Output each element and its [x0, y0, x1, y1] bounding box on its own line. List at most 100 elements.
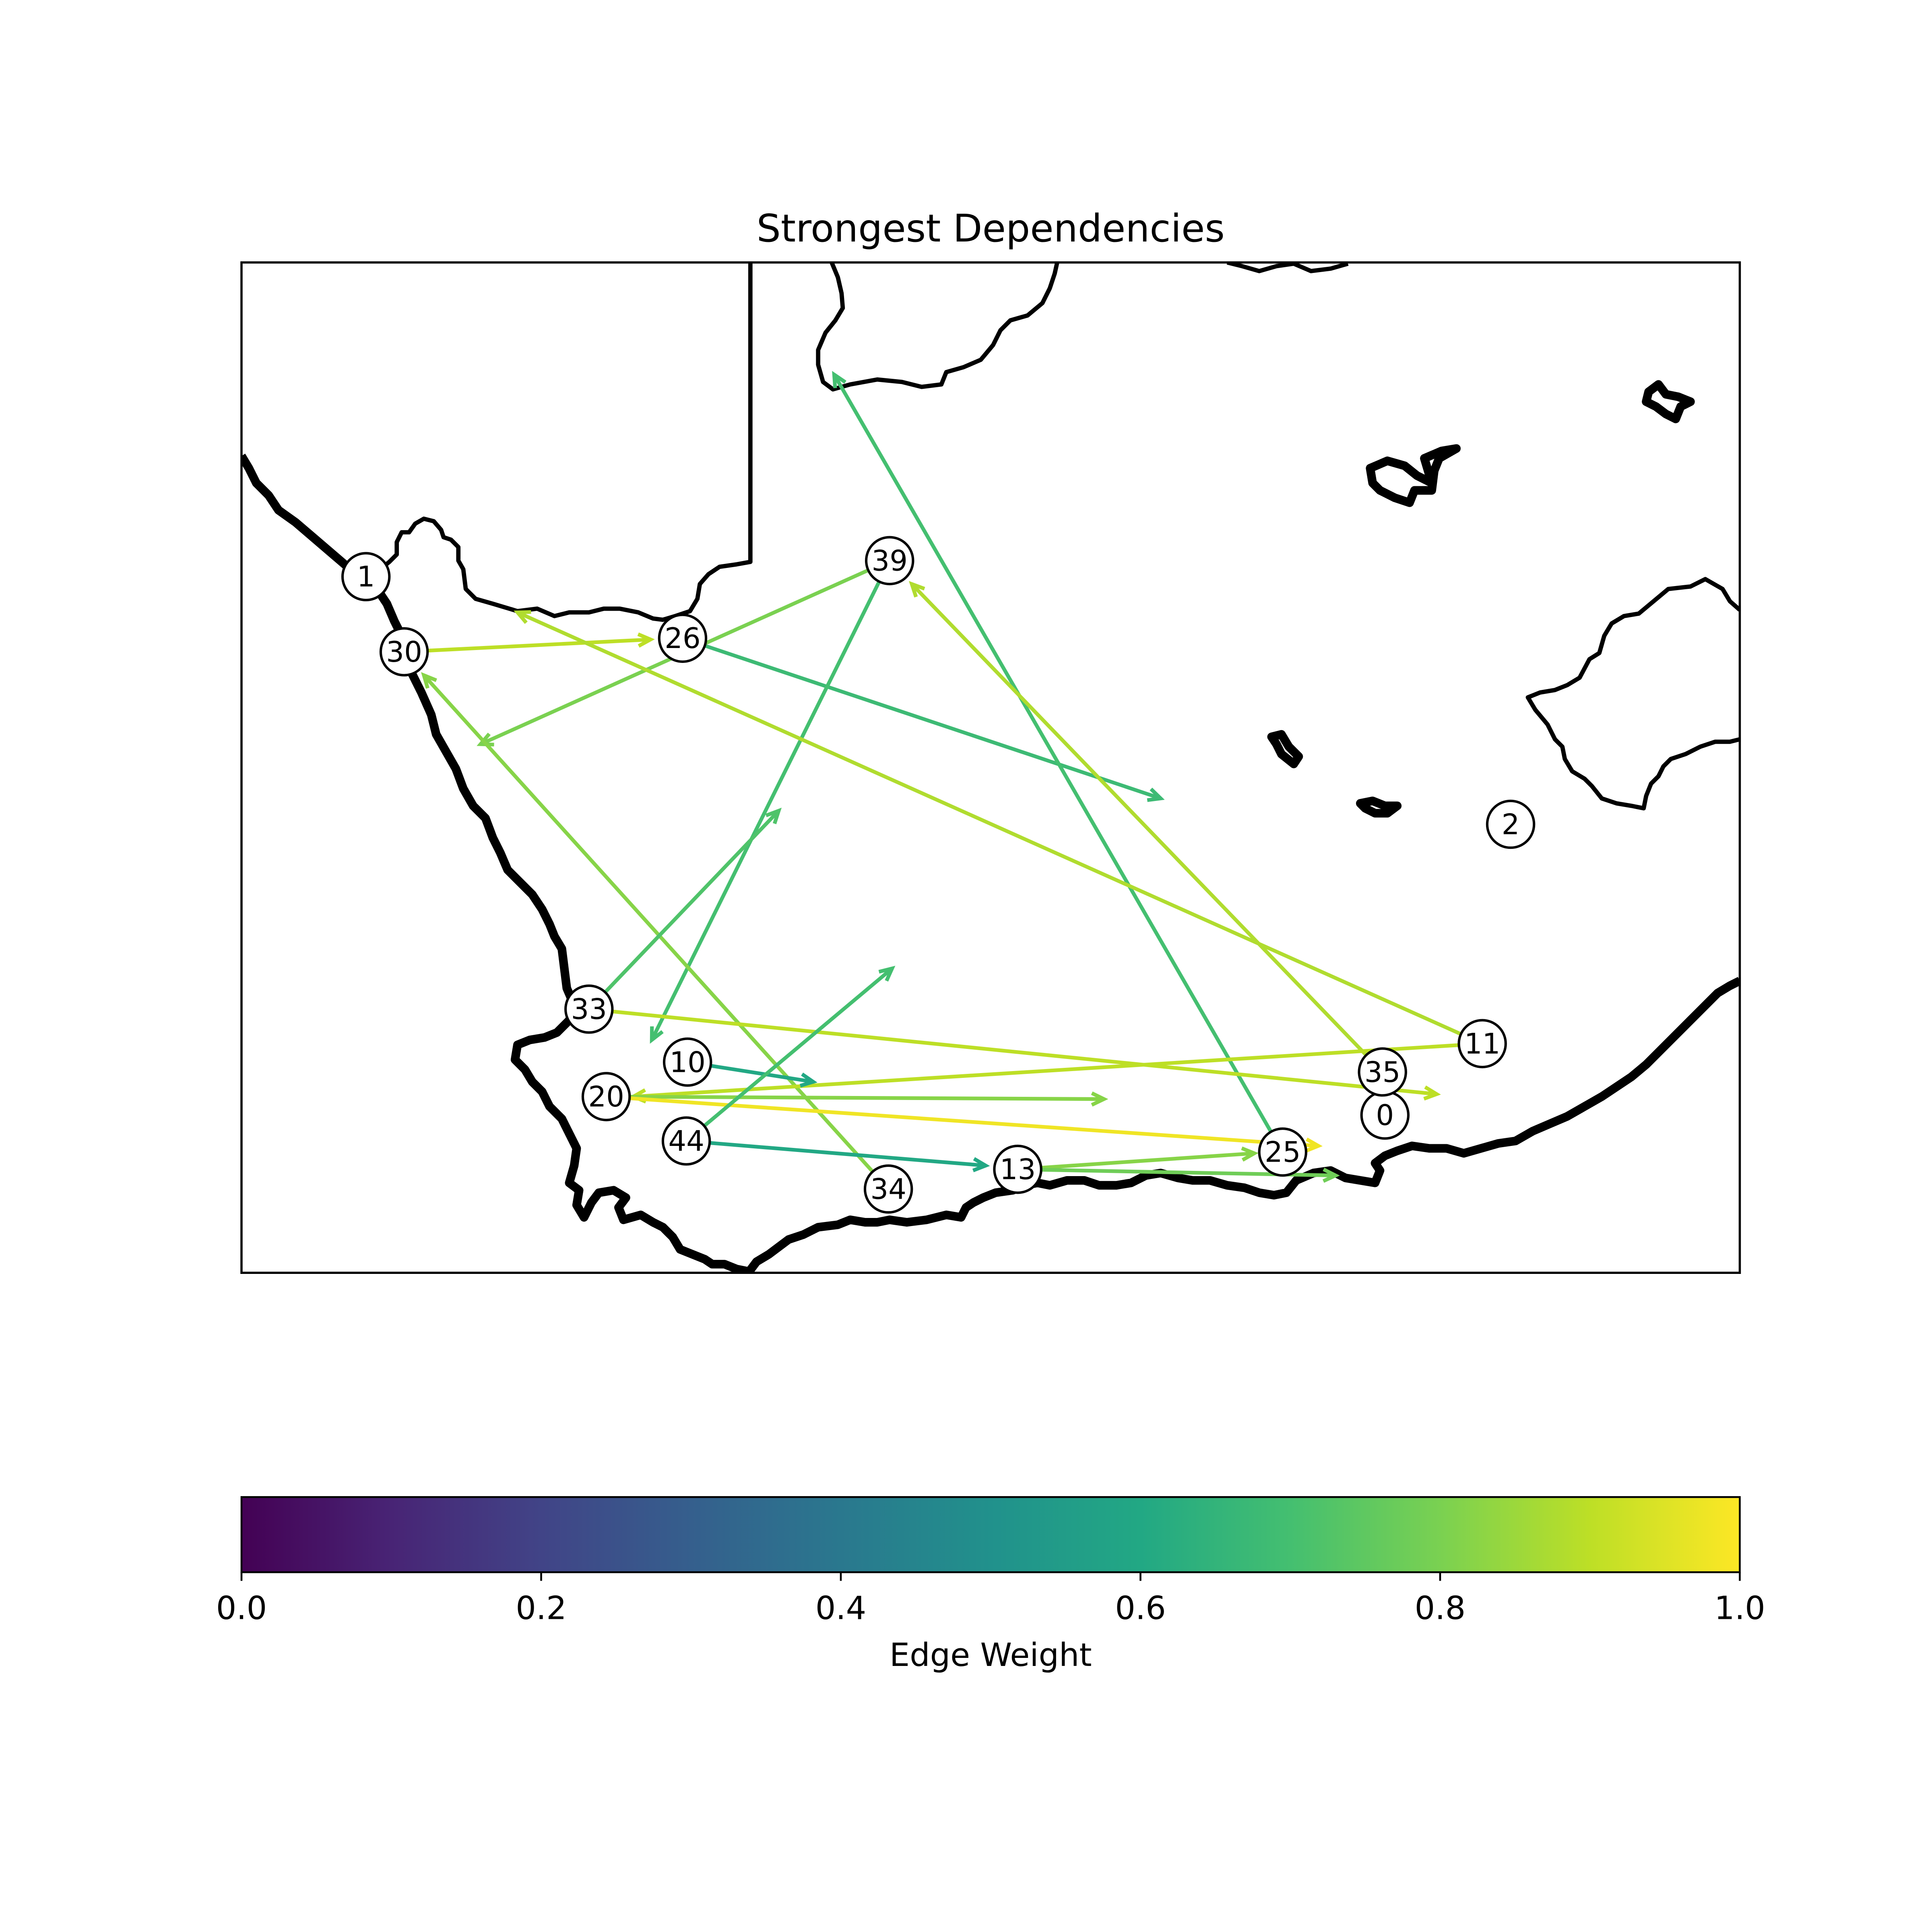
node-26: 26 — [658, 613, 708, 663]
map-frame — [240, 261, 1741, 1274]
coastline — [242, 454, 1740, 1273]
edge-line — [703, 967, 894, 1127]
node-2: 2 — [1486, 799, 1536, 849]
edge-arrowhead — [1423, 1085, 1441, 1101]
colorbar-ticks: 0.0 0.2 0.4 0.6 0.8 1.0 — [216, 1572, 1765, 1627]
node-label: 26 — [665, 622, 701, 655]
edge-line — [422, 674, 874, 1173]
edge-44-off-map — [703, 966, 896, 1127]
node-label: 1 — [357, 560, 375, 593]
map-area — [242, 262, 1740, 1273]
node-label: 11 — [1464, 1027, 1501, 1060]
colorbar-gradient — [240, 1496, 1741, 1573]
edge-arrowhead — [832, 371, 846, 388]
edge-arrowhead — [514, 610, 531, 624]
node-circle — [564, 984, 614, 1034]
node-label: 35 — [1364, 1056, 1401, 1089]
node-circle — [1358, 1047, 1407, 1097]
colorbar-tick-label: 1.0 — [1714, 1589, 1765, 1627]
node-label: 25 — [1265, 1136, 1301, 1169]
edge-30-26 — [427, 632, 655, 653]
colorbar-tick-label: 0.2 — [516, 1589, 567, 1627]
node-circle — [993, 1144, 1042, 1194]
edge-20-off-map — [630, 1091, 1108, 1107]
edge-39-off-map — [650, 580, 881, 1044]
edge-line — [832, 374, 1273, 1133]
edge-line — [604, 809, 780, 994]
edge-25-off-map — [832, 371, 1273, 1133]
edge-20-off-map — [629, 1096, 1323, 1153]
colorbar-tick-label: 0.6 — [1115, 1589, 1166, 1627]
colorbar-label: Edge Weight — [890, 1636, 1092, 1674]
node-13: 13 — [993, 1144, 1042, 1194]
nodes-layer: 0 1 2 10 11 13 20 25 26 30 33 34 35 39 44 — [341, 536, 1536, 1214]
node-20: 20 — [581, 1072, 631, 1121]
edge-arrowhead — [765, 807, 782, 824]
node-label: 44 — [668, 1125, 704, 1158]
edge-arrowhead — [650, 1026, 664, 1044]
node-circle — [658, 613, 708, 663]
edge-arrowhead — [1322, 1168, 1340, 1183]
edge-arrowhead — [1091, 1091, 1108, 1107]
node-circle — [863, 1164, 913, 1214]
edge-44-13 — [709, 1141, 990, 1172]
node-circle — [663, 1037, 712, 1087]
edge-arrowhead — [972, 1157, 990, 1172]
edge-arrowhead — [1147, 787, 1165, 802]
edge-line — [910, 582, 1368, 1057]
node-0: 0 — [1360, 1090, 1410, 1140]
node-35: 35 — [1358, 1047, 1407, 1097]
node-circle — [1258, 1127, 1307, 1177]
node-33: 33 — [564, 984, 614, 1034]
edge-line — [1041, 1151, 1255, 1170]
lake — [1267, 730, 1303, 768]
node-circle — [865, 536, 914, 586]
edge-arrowhead — [799, 1072, 817, 1088]
node-circle — [661, 1116, 711, 1166]
node-label: 2 — [1502, 808, 1520, 841]
node-30: 30 — [379, 627, 429, 677]
edge-line — [630, 1095, 1104, 1101]
colorbar-tick-label: 0.0 — [216, 1589, 267, 1627]
node-label: 30 — [386, 636, 422, 669]
edge-line — [710, 1064, 814, 1084]
node-label: 10 — [669, 1046, 706, 1079]
edge-34-30 — [421, 672, 874, 1173]
node-circle — [1457, 1019, 1507, 1069]
lake — [1642, 380, 1695, 423]
edge-33-off-map — [604, 807, 782, 994]
node-circle — [379, 627, 429, 677]
edge-line — [709, 1141, 986, 1168]
edge-line — [633, 1043, 1459, 1099]
edge-11-off-map — [514, 610, 1462, 1036]
colorbar-tick-label: 0.8 — [1415, 1589, 1466, 1627]
node-circle — [341, 552, 391, 601]
edge-line — [427, 638, 651, 653]
node-label: 33 — [571, 993, 607, 1026]
node-1: 1 — [341, 552, 391, 601]
region-border — [1525, 577, 1740, 811]
node-39: 39 — [865, 536, 914, 586]
edge-13-25 — [1041, 1146, 1259, 1170]
edge-line — [650, 580, 881, 1041]
edge-arrowhead — [878, 966, 896, 982]
edge-arrowhead — [637, 632, 655, 648]
edge-35-off-map — [908, 581, 1368, 1057]
colorbar: 0.0 0.2 0.4 0.6 0.8 1.0 Edge Weight — [216, 1496, 1765, 1674]
edge-line — [612, 1009, 1437, 1096]
region-border — [1226, 262, 1349, 273]
edge-33-off-map — [612, 1009, 1441, 1101]
edge-10-off-map — [710, 1064, 817, 1088]
country-border — [368, 262, 753, 622]
node-label: 39 — [871, 544, 908, 577]
edge-arrowhead — [477, 733, 494, 747]
edges-layer — [421, 371, 1462, 1183]
edge-arrowhead — [908, 581, 925, 598]
node-label: 34 — [870, 1173, 906, 1206]
colorbar-tick-label: 0.4 — [815, 1589, 867, 1627]
edge-arrowhead — [1305, 1137, 1323, 1153]
edge-arrowhead — [1241, 1146, 1259, 1162]
node-44: 44 — [661, 1116, 711, 1166]
node-10: 10 — [663, 1037, 712, 1087]
node-circle — [581, 1072, 631, 1121]
